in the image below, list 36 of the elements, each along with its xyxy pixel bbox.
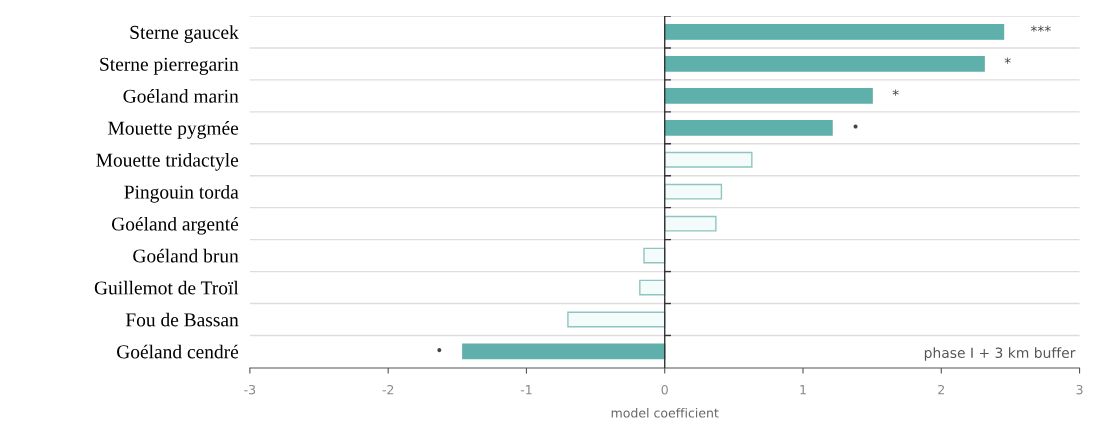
x-axis-title: model coefficient	[611, 407, 719, 418]
bar	[567, 311, 666, 328]
data-label: *	[892, 89, 899, 96]
data-label: •	[853, 124, 858, 129]
x-tick-label: 0	[661, 384, 668, 395]
y-tick-label: Sterne pierregarin	[100, 57, 239, 75]
x-tick-label: -2	[382, 384, 394, 395]
x-tick-label: 1	[800, 385, 806, 395]
y-tick-label: Goéland brun	[133, 248, 239, 263]
bar	[664, 24, 1005, 40]
y-tick-label: Mouette pygmée	[108, 121, 239, 139]
y-tick-label: Fou de Bassan	[125, 312, 239, 327]
bar	[643, 247, 666, 264]
y-tick-label: Pingouin torda	[124, 184, 239, 203]
x-tick-label: 3	[1076, 384, 1083, 395]
bar	[664, 215, 717, 232]
x-tick-label: -3	[244, 384, 256, 395]
data-label: *	[1004, 57, 1011, 64]
bar	[664, 151, 753, 168]
data-label: ***	[1030, 25, 1051, 32]
y-tick-label: Goéland argenté	[111, 216, 239, 235]
bar	[639, 279, 666, 296]
bar	[664, 183, 723, 200]
annotation: phase I + 3 km buffer	[924, 347, 1076, 361]
x-tick-label: 2	[938, 384, 945, 395]
bar	[664, 87, 873, 104]
y-tick-label: Sterne gaucek	[130, 25, 239, 43]
bar	[664, 56, 985, 72]
x-tick-label: -1	[520, 385, 532, 395]
y-tick-label: Goéland cendré	[117, 344, 239, 359]
y-tick-label: Goéland marin	[123, 89, 239, 103]
bar	[462, 343, 666, 360]
bar	[664, 119, 833, 136]
data-label: •	[437, 348, 442, 353]
y-tick-label: Mouette tridactyle	[96, 153, 239, 171]
y-tick-label: Guillemot de Troïl	[94, 280, 239, 295]
